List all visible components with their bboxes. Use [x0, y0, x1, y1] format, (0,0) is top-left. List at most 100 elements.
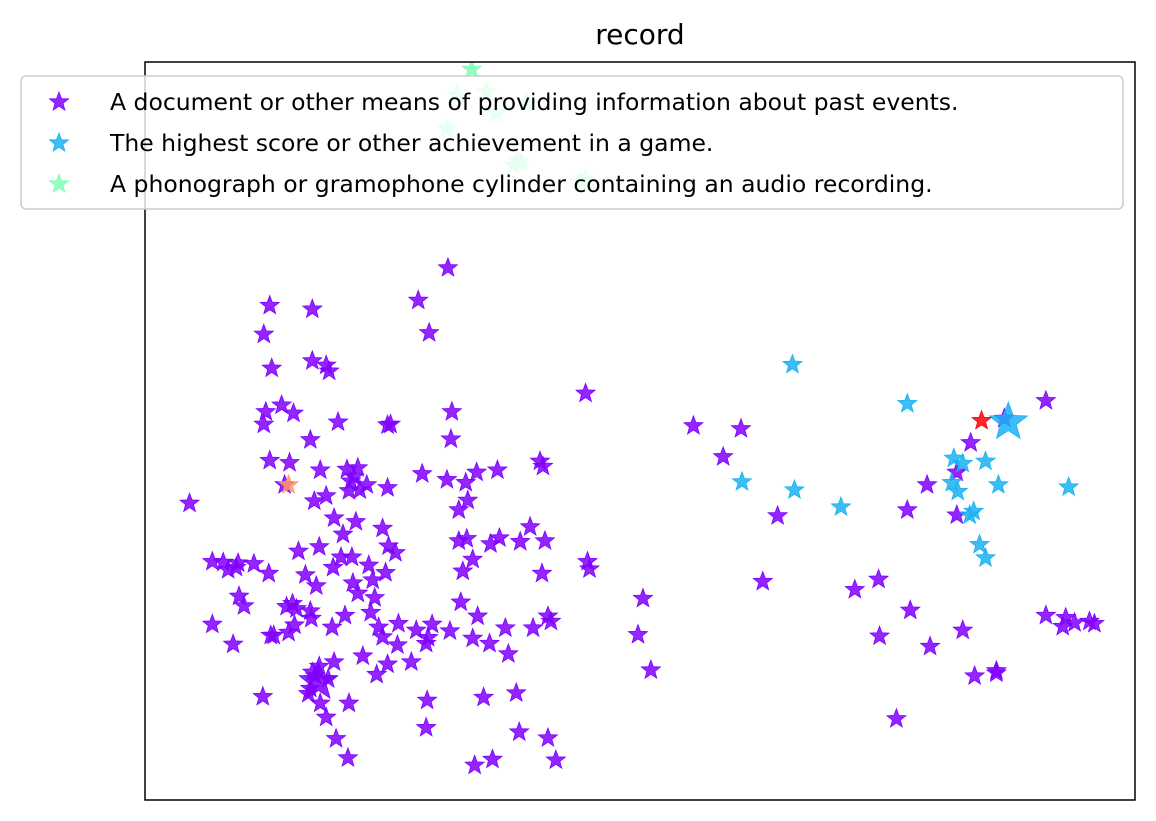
data-point: [261, 357, 283, 378]
data-point: [947, 480, 969, 501]
data-point: [217, 558, 239, 579]
data-point: [372, 625, 394, 646]
data-point: [479, 532, 502, 553]
data-point: [545, 749, 567, 770]
data-point: [299, 599, 321, 621]
data-point: [712, 445, 734, 466]
legend-label: The highest score or other achievement i…: [109, 129, 713, 157]
data-point: [885, 707, 908, 728]
data-point: [1055, 606, 1077, 627]
data-point: [416, 689, 438, 710]
data-point: [916, 473, 938, 494]
data-point: [830, 495, 852, 517]
data-point: [294, 563, 316, 584]
data-point: [305, 574, 327, 595]
data-point: [356, 473, 378, 494]
data-point: [287, 540, 310, 561]
data-point: [522, 616, 544, 638]
data-point: [730, 417, 752, 438]
data-point: [478, 632, 501, 653]
data-point: [321, 616, 343, 637]
data-point: [201, 550, 223, 571]
data-point: [987, 473, 1009, 494]
data-point: [415, 716, 437, 737]
data-point: [379, 413, 402, 434]
data-point: [781, 353, 804, 374]
data-point: [682, 414, 705, 435]
data-point: [372, 517, 394, 538]
data-point: [387, 612, 410, 633]
legend-marker: [48, 131, 70, 153]
legend-label: A phonograph or gramophone cylinder cont…: [110, 170, 933, 198]
data-point: [411, 462, 433, 483]
data-point: [952, 619, 974, 640]
data-point: [578, 557, 601, 579]
data-point: [347, 456, 369, 477]
data-point: [253, 323, 275, 344]
data-point: [299, 428, 321, 449]
data-point: [376, 476, 399, 497]
data-point: [466, 461, 488, 482]
data-point: [368, 616, 390, 637]
data-point: [452, 560, 474, 581]
data-point: [964, 664, 986, 686]
data-point: [461, 62, 483, 79]
data-point: [300, 607, 322, 628]
data-point: [632, 587, 654, 608]
legend: A document or other means of providing i…: [20, 75, 1124, 210]
data-point: [243, 552, 265, 573]
data-point: [1083, 612, 1106, 633]
data-point: [282, 402, 305, 423]
points-layer: [178, 62, 1106, 775]
data-point: [440, 427, 462, 449]
data-point: [974, 546, 997, 567]
data-point: [899, 599, 921, 620]
data-point: [364, 586, 386, 607]
data-point: [509, 530, 531, 551]
data-point: [952, 452, 974, 473]
data-point: [462, 548, 484, 569]
data-point: [376, 653, 399, 674]
data-point: [309, 458, 331, 480]
series-0: [178, 256, 1106, 775]
data-point: [259, 449, 281, 470]
data-point: [341, 546, 363, 567]
data-point: [334, 604, 356, 625]
data-point: [519, 515, 541, 536]
data-point: [263, 624, 285, 645]
data-point: [439, 619, 461, 641]
data-point: [464, 754, 486, 775]
data-point: [342, 571, 364, 593]
data-point: [531, 562, 553, 583]
data-point: [374, 561, 397, 582]
data-point: [752, 570, 774, 591]
data-point: [868, 625, 891, 646]
data-point: [462, 627, 484, 648]
data-point: [1035, 389, 1057, 410]
data-point: [896, 392, 918, 413]
data-point: [968, 533, 991, 554]
data-point: [481, 748, 504, 769]
data-point: [407, 289, 429, 310]
data-point: [252, 685, 274, 706]
plot-frame: [144, 61, 1136, 801]
data-point: [352, 644, 374, 666]
data-point: [178, 492, 201, 513]
data-point: [271, 394, 293, 415]
data-point: [303, 489, 325, 511]
data-point: [767, 504, 789, 525]
data-point: [315, 706, 337, 727]
data-point: [844, 578, 866, 599]
data-point: [386, 633, 409, 655]
data-point: [574, 382, 597, 403]
data-point: [258, 562, 280, 583]
data-point: [347, 582, 369, 603]
data-point: [731, 470, 753, 491]
data-point: [1052, 615, 1074, 636]
data-point: [505, 681, 527, 703]
data-point: [456, 527, 478, 548]
data-point: [315, 484, 337, 505]
data-point: [301, 349, 323, 370]
data-point: [783, 478, 806, 500]
